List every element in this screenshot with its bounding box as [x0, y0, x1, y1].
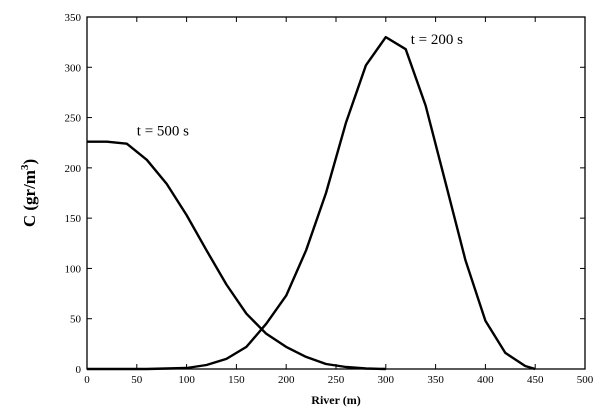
y-axis-title-superscript: 3	[19, 164, 31, 170]
y-tick-label: 0	[76, 364, 82, 376]
plot-frame	[86, 16, 586, 370]
x-tick-label: 100	[178, 374, 195, 386]
series-line-t200	[87, 35, 536, 371]
x-tick-label: 250	[328, 374, 345, 386]
series-annotation: t = 500 s	[137, 124, 189, 140]
series-line-t500	[87, 140, 386, 371]
x-tick-label: 150	[228, 374, 245, 386]
y-tick-label: 300	[65, 62, 82, 74]
y-tick-label: 250	[65, 113, 82, 125]
y-axis-title: C (gr/m3)	[19, 159, 39, 227]
y-tick-label: 350	[65, 12, 82, 24]
x-tick-label: 200	[278, 374, 295, 386]
y-tick-label: 100	[65, 263, 82, 275]
series-annotation: t = 200 s	[411, 32, 463, 48]
x-tick-label: 300	[378, 374, 395, 386]
x-tick-label: 450	[527, 374, 544, 386]
annotation-layer: t = 500 s t = 200 s	[137, 32, 463, 140]
series-layer	[87, 35, 536, 371]
y-tick-label: 150	[65, 213, 82, 225]
x-tick-label: 500	[577, 374, 594, 386]
x-tick-label: 0	[84, 374, 90, 386]
x-axis-title: River (m)	[311, 393, 360, 407]
x-tick-label: 400	[477, 374, 494, 386]
x-tick-label: 350	[427, 374, 444, 386]
y-axis-title-main: C (gr/m	[20, 170, 39, 227]
y-tick-label: 200	[65, 163, 82, 175]
x-tick-label: 50	[131, 374, 143, 386]
y-axis-title-close: )	[20, 159, 39, 165]
y-tick-label: 50	[70, 314, 82, 326]
ticks-layer: 0 50 100 150 200 250 300 350 400 450 500 0 50 100 150 2…	[65, 12, 594, 386]
